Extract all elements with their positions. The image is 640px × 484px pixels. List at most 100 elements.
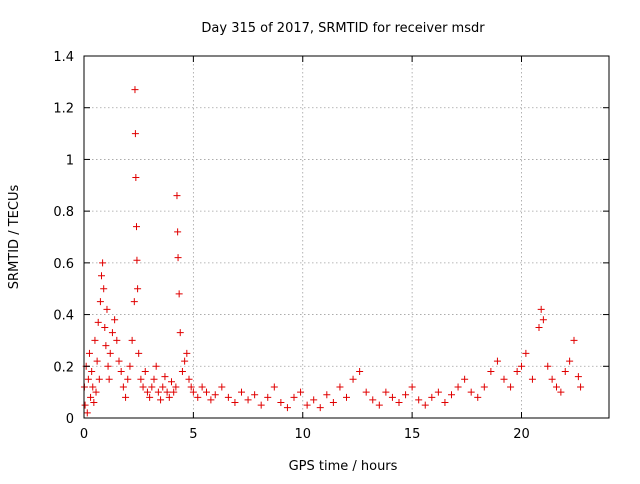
data-point bbox=[124, 375, 132, 383]
data-point bbox=[146, 393, 154, 401]
x-tick-label: 15 bbox=[404, 427, 421, 442]
data-point bbox=[544, 362, 552, 370]
data-point bbox=[434, 388, 442, 396]
data-point bbox=[388, 393, 396, 401]
data-point bbox=[323, 391, 331, 399]
data-point bbox=[574, 373, 582, 381]
data-point bbox=[561, 367, 569, 375]
data-point bbox=[131, 130, 139, 138]
data-point bbox=[119, 383, 127, 391]
data-point bbox=[85, 349, 93, 357]
data-point bbox=[98, 272, 105, 280]
data-point bbox=[159, 383, 167, 391]
x-tick-label: 20 bbox=[513, 427, 530, 442]
data-point bbox=[362, 388, 370, 396]
data-point bbox=[518, 362, 525, 370]
data-point bbox=[117, 367, 125, 375]
data-point bbox=[336, 383, 344, 391]
data-point bbox=[548, 375, 556, 383]
data-point bbox=[290, 393, 298, 401]
data-point bbox=[150, 375, 158, 383]
chart-title: Day 315 of 2017, SRMTID for receiver msd… bbox=[201, 21, 485, 36]
y-tick-label: 0.8 bbox=[53, 205, 74, 220]
data-point bbox=[134, 285, 142, 293]
data-point bbox=[349, 375, 357, 383]
data-point bbox=[310, 396, 318, 404]
data-point bbox=[570, 336, 578, 344]
data-point bbox=[207, 396, 215, 404]
data-point bbox=[461, 375, 469, 383]
data-point bbox=[175, 290, 183, 298]
y-tick-label: 1 bbox=[66, 153, 74, 168]
data-point bbox=[108, 329, 116, 337]
data-point bbox=[297, 388, 305, 396]
axis-ticks: 0 5 10 15 20 0 0.2 0.4 0.6 0.8 1 1.2 1.4 bbox=[53, 50, 609, 442]
data-point bbox=[174, 254, 182, 262]
data-point bbox=[415, 396, 423, 404]
data-point bbox=[87, 393, 95, 401]
data-point bbox=[148, 383, 156, 391]
data-point bbox=[203, 388, 210, 396]
data-point bbox=[133, 256, 141, 264]
data-point bbox=[91, 336, 99, 344]
data-point bbox=[343, 393, 350, 401]
y-tick-label: 0.4 bbox=[53, 309, 74, 324]
data-point bbox=[152, 362, 160, 370]
data-point bbox=[283, 404, 291, 412]
data-point bbox=[101, 324, 109, 331]
y-axis-label: SRMTID / TECUs bbox=[7, 185, 22, 290]
data-point bbox=[137, 375, 145, 383]
data-point bbox=[181, 357, 189, 365]
data-point bbox=[557, 388, 565, 396]
data-point bbox=[176, 329, 184, 337]
data-point bbox=[172, 383, 180, 391]
data-point bbox=[163, 388, 171, 396]
data-point bbox=[194, 393, 202, 401]
data-point bbox=[382, 388, 390, 396]
data-point bbox=[103, 305, 111, 313]
data-point bbox=[102, 342, 110, 350]
data-point bbox=[84, 375, 92, 383]
data-point bbox=[132, 174, 140, 182]
data-point bbox=[316, 404, 324, 412]
data-point bbox=[178, 367, 186, 375]
data-point bbox=[88, 367, 96, 375]
data-point bbox=[183, 349, 191, 357]
data-point bbox=[168, 378, 175, 386]
data-point bbox=[500, 375, 508, 383]
data-point bbox=[211, 391, 219, 399]
data-point bbox=[141, 367, 149, 375]
data-point bbox=[170, 388, 178, 396]
data-point bbox=[161, 373, 169, 381]
data-point bbox=[528, 375, 536, 383]
y-tick-label: 0.6 bbox=[53, 257, 74, 272]
data-point bbox=[448, 391, 455, 399]
x-axis-label: GPS time / hours bbox=[289, 459, 398, 474]
data-point bbox=[264, 393, 272, 401]
data-point bbox=[257, 401, 265, 409]
data-point bbox=[522, 349, 530, 357]
data-point bbox=[90, 398, 98, 406]
data-point bbox=[105, 375, 113, 383]
data-point bbox=[143, 388, 151, 396]
data-point bbox=[89, 383, 97, 391]
data-point bbox=[122, 393, 130, 401]
data-point bbox=[131, 86, 139, 94]
data-point bbox=[303, 401, 311, 409]
data-point bbox=[113, 336, 121, 344]
plot-border bbox=[83, 55, 610, 419]
y-tick-label: 1.2 bbox=[53, 102, 74, 117]
data-point bbox=[553, 383, 560, 391]
data-point bbox=[356, 367, 364, 375]
data-point bbox=[111, 316, 119, 324]
data-point bbox=[115, 357, 123, 365]
data-point bbox=[83, 409, 91, 417]
data-point bbox=[218, 383, 226, 391]
data-point bbox=[81, 401, 89, 409]
data-point bbox=[100, 285, 108, 293]
data-point bbox=[577, 383, 585, 391]
data-point bbox=[408, 383, 416, 391]
